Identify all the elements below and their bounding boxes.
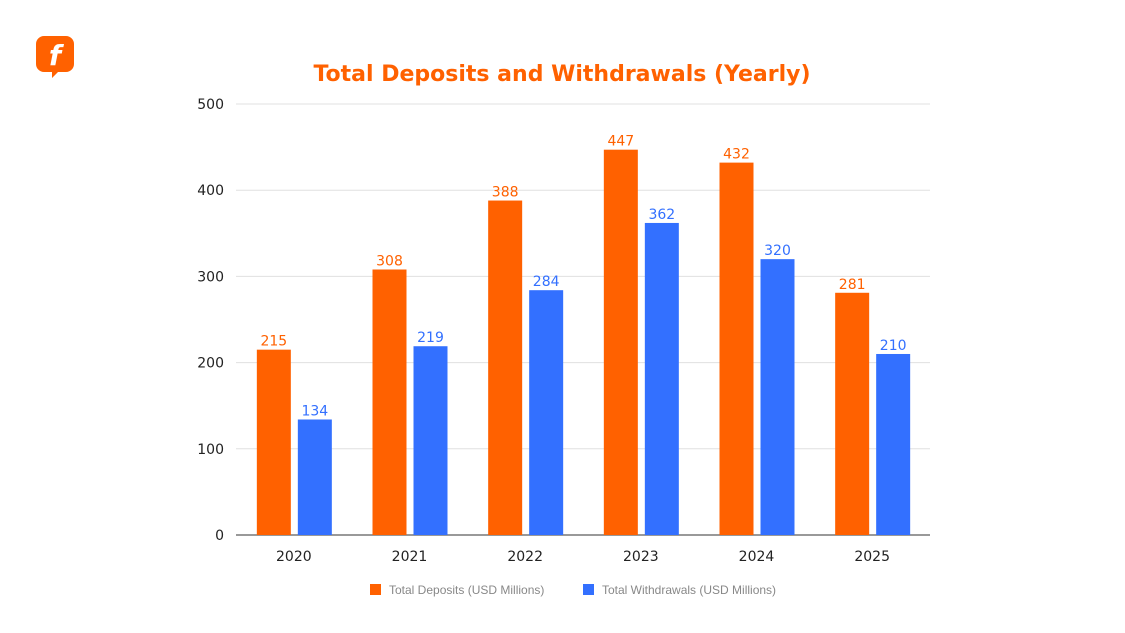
legend-label: Total Withdrawals (USD Millions) bbox=[602, 583, 776, 597]
data-label: 281 bbox=[839, 277, 866, 293]
bar-deposits bbox=[372, 269, 407, 535]
legend-swatch bbox=[583, 584, 594, 595]
data-label: 284 bbox=[533, 274, 560, 290]
data-label: 432 bbox=[723, 147, 750, 163]
y-tick-label: 0 bbox=[215, 528, 224, 544]
legend-swatch bbox=[370, 584, 381, 595]
y-tick-label: 400 bbox=[197, 183, 224, 199]
bar-deposits bbox=[835, 292, 870, 535]
data-label: 210 bbox=[880, 338, 907, 354]
bar-withdrawals bbox=[644, 222, 679, 535]
y-tick-label: 300 bbox=[197, 269, 224, 285]
y-tick-label: 500 bbox=[197, 97, 224, 113]
bar-withdrawals bbox=[760, 259, 795, 535]
x-tick-label: 2021 bbox=[392, 549, 428, 565]
bar-withdrawals bbox=[529, 290, 564, 535]
x-tick-label: 2025 bbox=[854, 549, 890, 565]
x-tick-label: 2020 bbox=[276, 549, 312, 565]
data-label: 219 bbox=[417, 330, 444, 346]
data-label: 447 bbox=[607, 134, 634, 150]
bar-withdrawals bbox=[876, 353, 911, 535]
bar-withdrawals bbox=[413, 346, 448, 535]
legend-label: Total Deposits (USD Millions) bbox=[389, 583, 544, 597]
data-label: 362 bbox=[648, 207, 675, 223]
data-label: 215 bbox=[260, 334, 287, 350]
data-label: 134 bbox=[301, 403, 328, 419]
x-tick-label: 2022 bbox=[507, 549, 543, 565]
data-label: 320 bbox=[764, 243, 791, 259]
chart-title: Total Deposits and Withdrawals (Yearly) bbox=[313, 62, 810, 87]
bar-deposits bbox=[719, 162, 754, 535]
bar-deposits bbox=[256, 349, 291, 535]
bar-deposits bbox=[488, 200, 523, 535]
x-tick-label: 2023 bbox=[623, 549, 659, 565]
svg-text:f: f bbox=[49, 39, 65, 72]
y-tick-label: 100 bbox=[197, 442, 224, 458]
bar-withdrawals bbox=[297, 419, 332, 535]
x-tick-label: 2024 bbox=[739, 549, 775, 565]
data-label: 388 bbox=[492, 185, 519, 201]
brand-logo: f bbox=[36, 36, 74, 78]
data-label: 308 bbox=[376, 254, 403, 270]
y-tick-label: 200 bbox=[197, 356, 224, 372]
bar-deposits bbox=[603, 149, 638, 535]
